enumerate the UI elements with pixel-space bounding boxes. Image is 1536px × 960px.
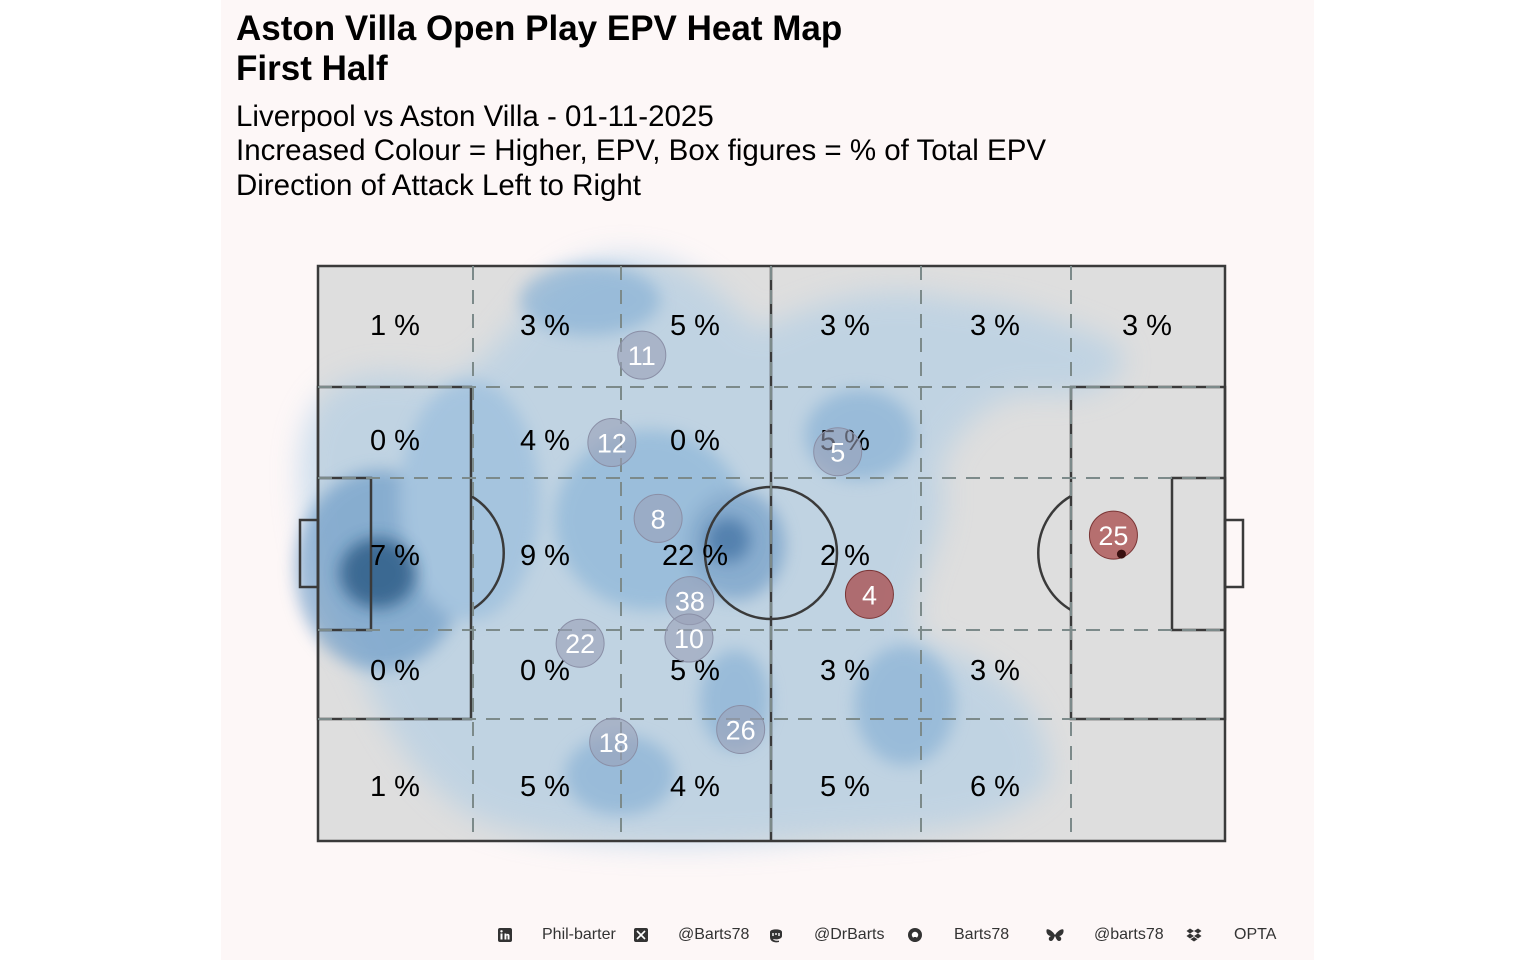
player-dot-26 bbox=[716, 704, 766, 754]
footer-bluesky-handle: @barts78 bbox=[1094, 926, 1164, 943]
player-markers: 11 12 5 8 38 10 22 26 18 4 25 bbox=[555, 330, 1138, 767]
player-number-22: 22 bbox=[565, 629, 595, 659]
player-number-26: 26 bbox=[726, 715, 756, 745]
player-number-5: 5 bbox=[830, 438, 845, 468]
player-dot-22 bbox=[555, 618, 605, 668]
player-marker-8: 8 bbox=[633, 493, 683, 543]
box-label-r0-c4: 3 % bbox=[970, 310, 1020, 342]
right-goal bbox=[1223, 518, 1245, 589]
ball-dot bbox=[1116, 549, 1126, 559]
player-number-10: 10 bbox=[674, 624, 704, 654]
box-label-r0-c1: 3 % bbox=[520, 310, 570, 342]
box-label-r1-c2: 0 % bbox=[670, 425, 720, 457]
player-dot-12 bbox=[587, 418, 637, 468]
box-label-r1-c0: 0 % bbox=[370, 425, 420, 457]
left-goal bbox=[298, 518, 320, 589]
chart-subtitle-line2: Increased Colour = Higher, EPV, Box figu… bbox=[236, 134, 1047, 167]
heat-region-top bbox=[520, 265, 660, 335]
chart-title-line1: Aston Villa Open Play EPV Heat Map bbox=[236, 9, 843, 48]
bluesky-icon bbox=[1046, 929, 1064, 941]
mastodon-icon bbox=[770, 929, 782, 943]
player-number-8: 8 bbox=[651, 504, 666, 534]
footer-linkedin-handle: Phil-barter bbox=[542, 926, 616, 943]
box-label-r3-c1: 0 % bbox=[520, 655, 570, 687]
box-label-r3-c3: 3 % bbox=[820, 655, 870, 687]
box-label-r4-c4: 6 % bbox=[970, 771, 1020, 803]
dropbox-icon bbox=[1186, 928, 1202, 942]
linkedin-icon bbox=[498, 928, 512, 942]
footer-x-handle: @Barts78 bbox=[678, 926, 750, 943]
player-dot-4 bbox=[844, 569, 894, 619]
chart-subtitle-line1: Liverpool vs Aston Villa - 01-11-2025 bbox=[236, 100, 714, 133]
right-penalty-arc bbox=[1037, 494, 1072, 612]
player-dot-8 bbox=[633, 493, 683, 543]
heat-region-bottom-right bbox=[855, 645, 955, 765]
box-label-r3-c4: 3 % bbox=[970, 655, 1020, 687]
box-label-r0-c3: 3 % bbox=[820, 310, 870, 342]
player-marker-25: 25 bbox=[1088, 510, 1138, 560]
box-label-r4-c2: 4 % bbox=[670, 771, 720, 803]
player-number-12: 12 bbox=[597, 429, 627, 459]
player-marker-10: 10 bbox=[664, 613, 714, 663]
left-penalty-arc bbox=[470, 494, 505, 612]
box-label-r0-c0: 1 % bbox=[370, 310, 420, 342]
player-number-38: 38 bbox=[675, 587, 705, 617]
x-icon bbox=[634, 928, 648, 942]
player-marker-12: 12 bbox=[587, 418, 637, 468]
player-number-18: 18 bbox=[599, 728, 629, 758]
box-labels: 1 % 3 % 5 % 3 % 3 % 3 % 0 % 4 % 0 % 5 % 7 % 9 % 22 %… bbox=[370, 310, 1172, 803]
box-label-r3-c0: 0 % bbox=[370, 655, 420, 687]
player-number-25: 25 bbox=[1098, 521, 1128, 551]
box-label-r0-c2: 5 % bbox=[670, 310, 720, 342]
player-dot-25 bbox=[1088, 510, 1138, 560]
chart-subtitle-line3: Direction of Attack Left to Right bbox=[236, 169, 642, 202]
box-label-r2-c1: 9 % bbox=[520, 540, 570, 572]
player-dot-10 bbox=[664, 613, 714, 663]
player-marker-5: 5 bbox=[813, 427, 863, 477]
zone-grid bbox=[318, 266, 1225, 841]
box-label-r2-c0: 7 % bbox=[370, 540, 420, 572]
player-number-11: 11 bbox=[628, 341, 656, 371]
box-label-r0-c5: 3 % bbox=[1122, 310, 1172, 342]
footer-github-handle: Barts78 bbox=[954, 926, 1010, 943]
player-marker-26: 26 bbox=[716, 704, 766, 754]
player-dot-5 bbox=[813, 427, 863, 477]
footer-mastodon-handle: @DrBarts bbox=[814, 926, 885, 943]
box-label-r1-c1: 4 % bbox=[520, 425, 570, 457]
footer-data-source: OPTA bbox=[1234, 926, 1277, 943]
box-label-r4-c1: 5 % bbox=[520, 771, 570, 803]
box-label-r2-c3: 2 % bbox=[820, 540, 870, 572]
player-marker-11: 11 bbox=[617, 330, 667, 380]
player-marker-4: 4 bbox=[844, 569, 894, 619]
github-icon bbox=[908, 928, 922, 942]
box-label-r4-c3: 5 % bbox=[820, 771, 870, 803]
box-label-r4-c0: 1 % bbox=[370, 771, 420, 803]
player-dot-18 bbox=[589, 717, 639, 767]
player-marker-18: 18 bbox=[589, 717, 639, 767]
player-dot-11 bbox=[617, 330, 667, 380]
player-marker-22: 22 bbox=[555, 618, 605, 668]
heat-hotspot-left bbox=[340, 538, 416, 608]
player-marker-38: 38 bbox=[665, 576, 715, 626]
player-number-4: 4 bbox=[862, 580, 877, 610]
box-label-r2-c2: 22 % bbox=[662, 540, 728, 572]
heat-hotspot-mid bbox=[706, 518, 750, 562]
chart-title-line2: First Half bbox=[236, 49, 388, 88]
